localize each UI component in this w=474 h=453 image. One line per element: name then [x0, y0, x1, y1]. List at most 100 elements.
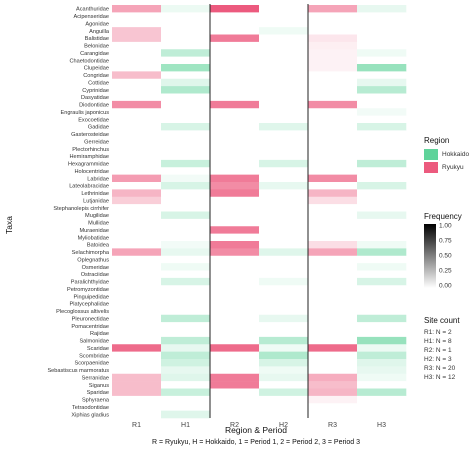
heatmap-cell	[259, 314, 309, 323]
heatmap-cell	[210, 93, 260, 102]
heatmap-cell	[210, 152, 260, 161]
heatmap-cell	[259, 34, 309, 43]
taxon-label: Hexagrammidae	[68, 162, 109, 168]
taxon-label: Acipenseridae	[74, 14, 109, 20]
heatmap-cell	[210, 137, 260, 146]
heatmap-cell	[357, 233, 407, 242]
taxon-label: Agonidae	[85, 21, 109, 27]
heatmap-cell	[161, 174, 211, 183]
heatmap-cell	[357, 388, 407, 397]
heatmap-cell	[210, 189, 260, 198]
column-label: R3	[328, 422, 337, 429]
heatmap-cell	[161, 226, 211, 234]
heatmap-cell	[112, 27, 162, 35]
heatmap-cell	[357, 300, 407, 308]
legend-key-hokkaido: Hokkaido	[424, 148, 469, 161]
heatmap-cell	[357, 27, 407, 35]
heatmap-cell	[161, 71, 211, 80]
column-label: H2	[279, 422, 288, 429]
heatmap-cell	[357, 5, 407, 13]
period-separators	[209, 4, 309, 418]
heatmap-cell	[357, 248, 407, 257]
heatmap-cell	[112, 241, 162, 249]
heatmap-cell	[357, 277, 407, 286]
heatmap-cell	[112, 277, 162, 286]
heatmap-cell	[161, 381, 211, 389]
heatmap-cell	[357, 204, 407, 212]
heatmap-cell	[259, 19, 309, 28]
heatmap-cell	[210, 322, 260, 330]
taxon-label: Holocentridae	[74, 169, 109, 175]
heatmap-cell	[161, 34, 211, 43]
heatmap-cell	[112, 410, 162, 419]
heatmap-cell	[357, 366, 407, 375]
heatmap-cell	[161, 130, 211, 139]
heatmap-cell	[357, 123, 407, 131]
heatmap-cell	[357, 130, 407, 139]
heatmap-cell	[112, 93, 162, 102]
heatmap-cell	[259, 152, 309, 161]
heatmap-cell	[112, 307, 162, 316]
taxon-label: Sphyraena	[82, 398, 110, 404]
heatmap-cell	[259, 137, 309, 146]
heatmap-cell	[161, 182, 211, 190]
region-legend-title: Region	[424, 136, 450, 145]
site-count-h3: H3: N = 12	[424, 374, 456, 381]
heatmap-cell	[308, 359, 358, 367]
heatmap-cell	[210, 329, 260, 338]
heatmap-cell	[112, 300, 162, 308]
heatmap-cell	[308, 248, 358, 257]
heatmap-cell	[357, 263, 407, 271]
taxon-label: Cyprinidae	[82, 88, 109, 94]
heatmap-cell	[112, 218, 162, 227]
taxon-label: Platycephalidae	[70, 302, 110, 308]
heatmap-cell	[357, 226, 407, 234]
heatmap-cell	[259, 71, 309, 80]
heatmap-cell	[161, 233, 211, 242]
heatmap-cell	[308, 218, 358, 227]
heatmap-cell	[357, 49, 407, 57]
heatmap-cell	[161, 336, 211, 345]
heatmap-cell	[112, 34, 162, 43]
heatmap-cell	[112, 41, 162, 50]
heatmap-cell	[112, 248, 162, 257]
taxon-label: Lateolabracidae	[69, 184, 109, 190]
heatmap-cell	[308, 336, 358, 345]
heatmap-cell	[259, 189, 309, 198]
heatmap-cell	[210, 270, 260, 279]
heatmap-cell	[161, 314, 211, 323]
heatmap-cell	[112, 263, 162, 271]
heatmap-cell	[259, 211, 309, 220]
heatmap-cell	[308, 189, 358, 198]
heatmap-cell	[210, 300, 260, 308]
heatmap-cell	[357, 167, 407, 175]
heatmap-cell	[112, 152, 162, 161]
heatmap-cell	[308, 403, 358, 411]
heatmap-cell	[210, 204, 260, 212]
heatmap-cell	[112, 5, 162, 13]
heatmap-cell	[210, 34, 260, 43]
heatmap-cell	[259, 248, 309, 257]
heatmap-cell	[161, 388, 211, 397]
heatmap-cell	[161, 277, 211, 286]
heatmap-cell	[259, 403, 309, 411]
heatmap-cell	[210, 71, 260, 80]
site-count-h2: H2: N = 3	[424, 356, 452, 363]
heatmap-cell	[161, 248, 211, 257]
taxon-label: Lutjanidae	[83, 198, 109, 204]
heatmap-cell	[210, 233, 260, 242]
heatmap-cell	[308, 19, 358, 28]
heatmap-cell	[161, 211, 211, 220]
heatmap-cell	[161, 344, 211, 352]
heatmap-cell	[112, 49, 162, 57]
heatmap-cell	[357, 34, 407, 43]
heatmap-cell	[161, 100, 211, 109]
heatmap-cell	[259, 145, 309, 153]
heatmap-cell	[210, 145, 260, 153]
heatmap-cell	[112, 395, 162, 404]
heatmap-cell	[161, 64, 211, 72]
heatmap-cell	[308, 115, 358, 124]
heatmap-cell	[161, 189, 211, 198]
region-legend: Region Hokkaido Ryukyu	[424, 136, 469, 174]
